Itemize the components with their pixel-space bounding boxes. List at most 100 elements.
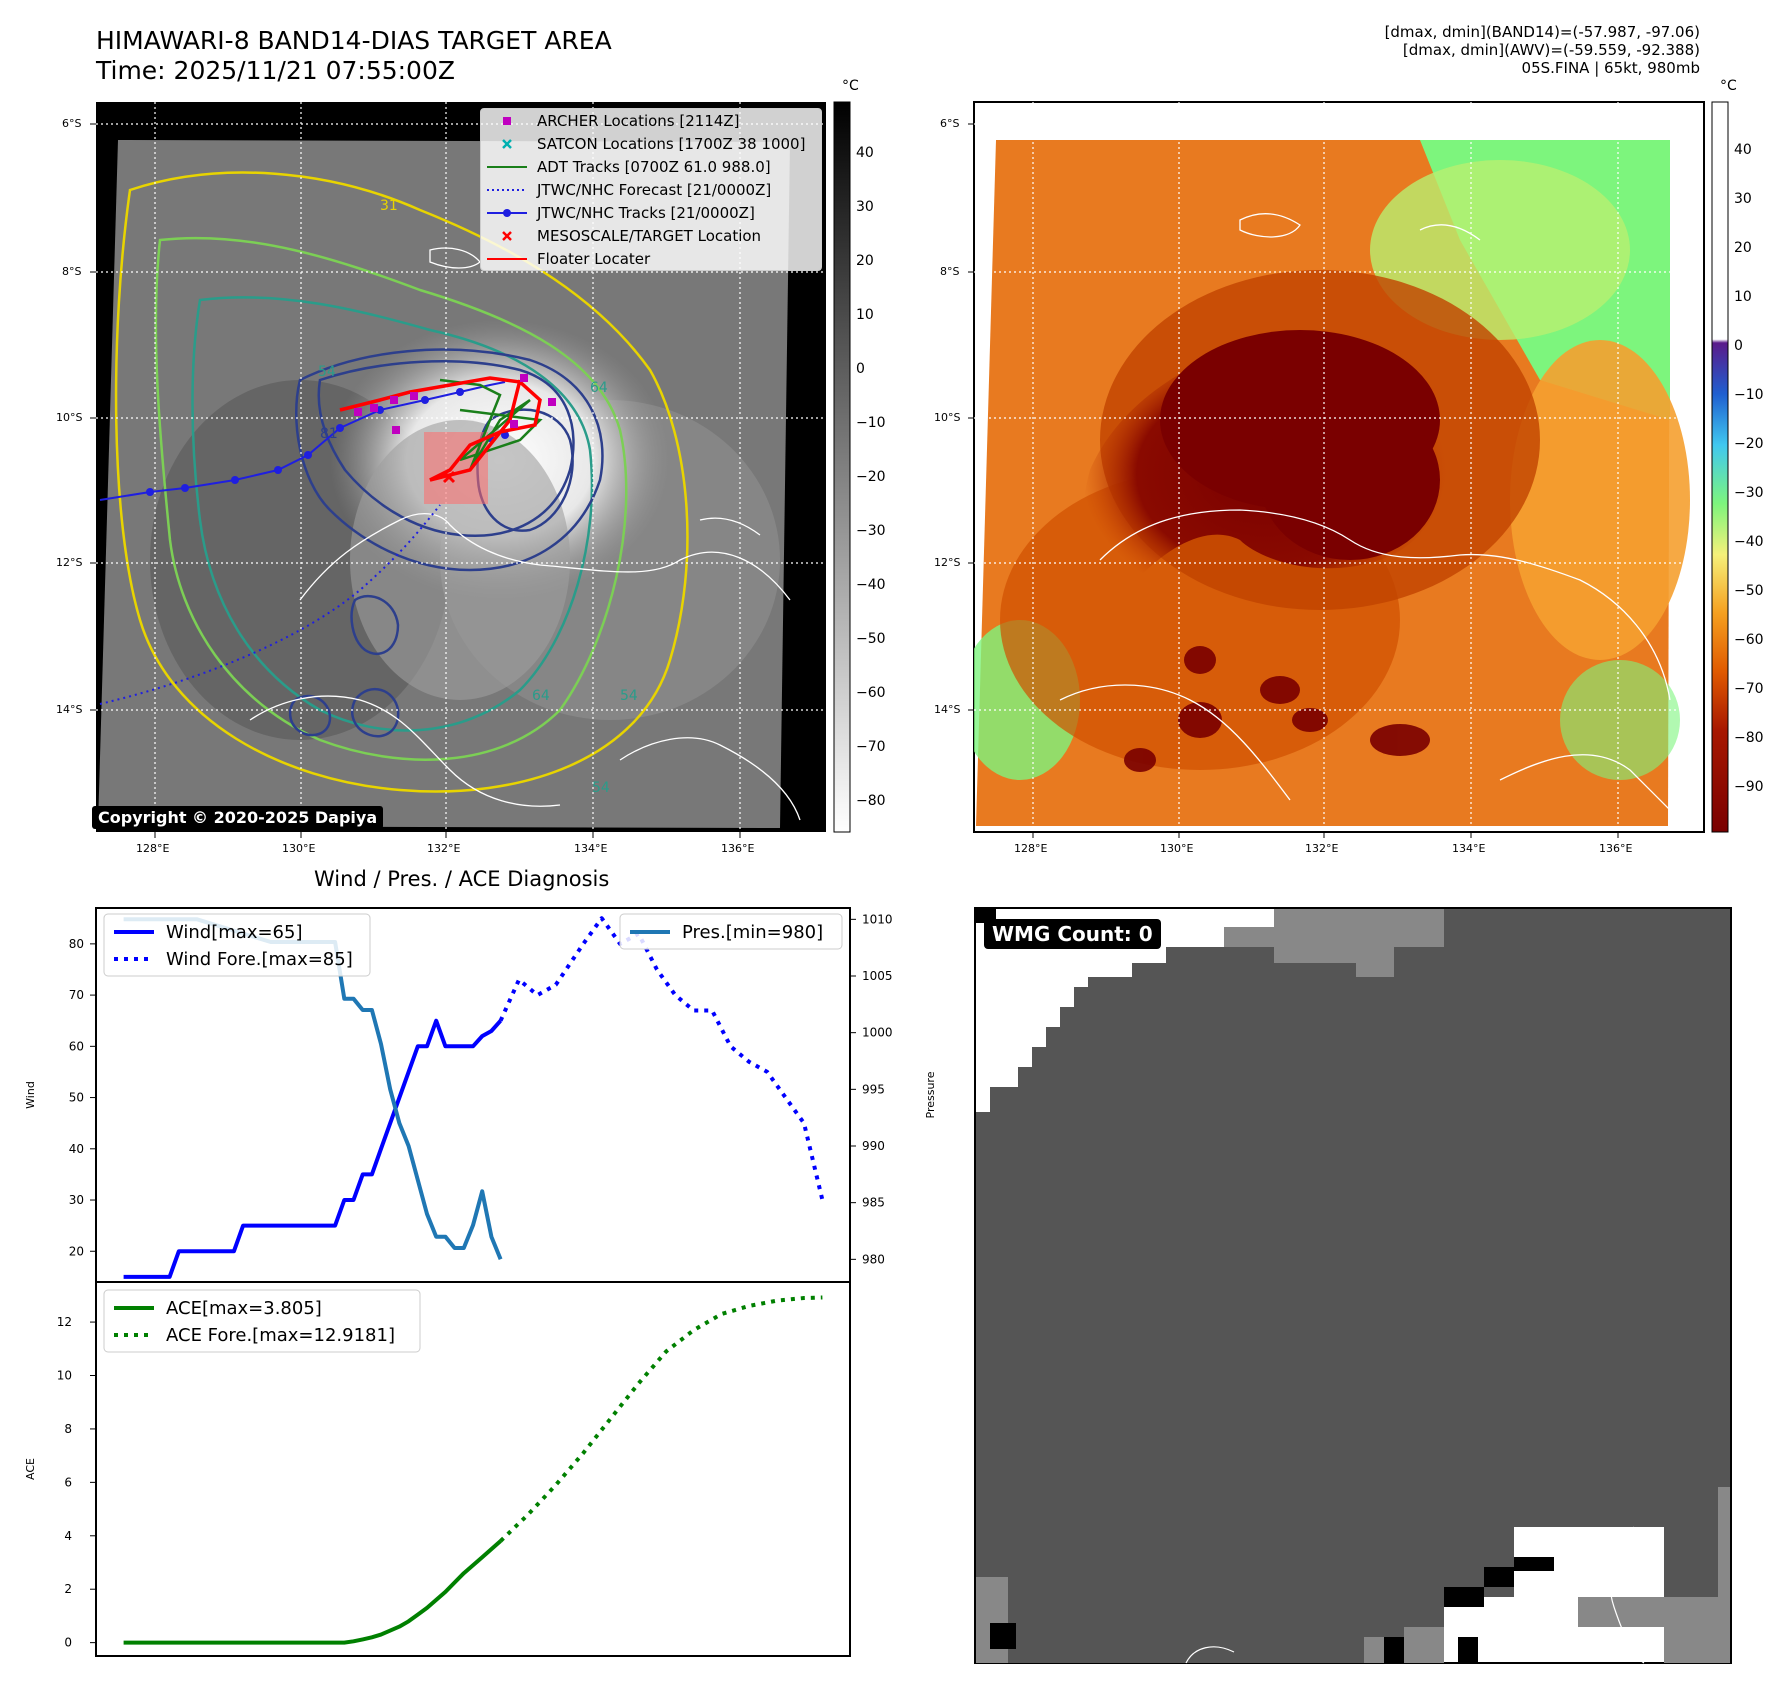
left-cbar-tick: −70: [856, 739, 886, 755]
ace-line: [123, 1539, 502, 1645]
lat-label-10s: 10°S: [56, 411, 83, 424]
right-cbar-tick: 40: [1734, 142, 1752, 158]
lon-label-134e: 134°E: [1452, 842, 1486, 855]
pressure-tick-label: 1010: [862, 912, 893, 926]
info-storm: 05S.FINA | 65kt, 980mb: [1521, 59, 1700, 77]
left-cbar-tick: 20: [856, 253, 874, 269]
contour-label: 64: [590, 380, 608, 396]
left-cbar-tick: −50: [856, 631, 886, 647]
x-marker-icon: [502, 138, 512, 149]
legend-item-satcon: SATCON Locations [1700Z 38 1000]: [481, 132, 821, 155]
wind-tick-label: 30: [69, 1193, 84, 1207]
contour-labels: 54 64 81 54 64 31 54: [318, 198, 638, 796]
pressure-tick-label: 995: [862, 1082, 885, 1096]
left-colorbar-unit: °C: [842, 78, 859, 94]
left-cbar-tick: −60: [856, 685, 886, 701]
lat-label-8s: 8°S: [62, 265, 82, 278]
lat-label-6s: 6°S: [940, 117, 960, 130]
legend-label: Pres.[min=980]: [682, 922, 823, 943]
adt-track: [439, 378, 543, 471]
wind-tick-label: 80: [69, 937, 84, 951]
map-legend: ARCHER Locations [2114Z] SATCON Location…: [480, 108, 822, 271]
wind-tick-label: 20: [69, 1244, 84, 1258]
lat-label-8s: 8°S: [940, 265, 960, 278]
line-icon: [487, 257, 527, 260]
right-cbar-tick: −60: [1734, 632, 1764, 648]
ace-tick-label: 2: [64, 1582, 72, 1596]
wind-line: [123, 1018, 503, 1279]
wmg-grid: [976, 909, 1730, 1663]
wind-tick-label: 70: [69, 988, 84, 1002]
pressure-tick-label: 980: [862, 1252, 885, 1266]
wind-forecast-line: [498, 916, 825, 1201]
right-colorbar-unit: °C: [1720, 78, 1737, 94]
line-dot-icon: [487, 208, 527, 217]
left-cbar-tick: −80: [856, 793, 886, 809]
legend-item-floater: Floater Locater: [481, 247, 821, 270]
right-map-grid: [974, 102, 1704, 832]
right-cbar-tick: −70: [1734, 681, 1764, 697]
left-map-grid: [96, 102, 826, 832]
right-cbar-tick: 0: [1734, 338, 1743, 354]
legend-label: Wind[max=65]: [166, 922, 303, 943]
info-band14: [dmax, dmin](BAND14)=(-57.987, -97.06): [1384, 23, 1700, 41]
line-icon: [487, 165, 527, 168]
diagnosis-title: Wind / Pres. / ACE Diagnosis: [314, 867, 610, 891]
pressure-tick-label: 1000: [862, 1026, 893, 1040]
lon-label-134e: 134°E: [574, 842, 608, 855]
info-awv: [dmax, dmin](AWV)=(-59.559, -92.388): [1402, 41, 1700, 59]
right-cbar-tick: −40: [1734, 534, 1764, 550]
ace-tick-label: 8: [64, 1422, 72, 1436]
left-cbar-tick: 30: [856, 199, 874, 215]
lat-label-12s: 12°S: [56, 556, 83, 569]
wmg-panel: [974, 907, 1732, 1664]
contour-label: 54: [592, 780, 610, 796]
left-map-imagery: [98, 140, 801, 828]
contour-label: 64: [532, 688, 550, 704]
lon-label-130e: 130°E: [1160, 842, 1194, 855]
right-map-figure: [968, 101, 1729, 838]
legend-item-jtwc-forecast: JTWC/NHC Forecast [21/0000Z]: [481, 178, 821, 201]
left-colorbar: [833, 101, 851, 833]
left-cbar-tick: −10: [856, 415, 886, 431]
pressure-tick-label: 990: [862, 1139, 885, 1153]
floater-track: [339, 376, 542, 482]
dotted-line-icon: [487, 188, 527, 191]
ace-tick-label: 4: [64, 1529, 72, 1543]
right-cbar-tick: −10: [1734, 387, 1764, 403]
lat-label-14s: 14°S: [56, 703, 83, 716]
left-cbar-tick: −30: [856, 523, 886, 539]
lon-label-128e: 128°E: [136, 842, 170, 855]
wind-tick-label: 50: [69, 1091, 84, 1105]
left-cbar-tick: 0: [856, 361, 865, 377]
ace-tick-label: 0: [64, 1636, 72, 1650]
left-cbar-tick: 10: [856, 307, 874, 323]
pressure-tick-label: 985: [862, 1196, 885, 1210]
wind-tick-label: 40: [69, 1142, 84, 1156]
legend-item-archer: ARCHER Locations [2114Z]: [481, 109, 821, 132]
jtwc-forecast-track: [99, 504, 441, 705]
legend-item-adt: ADT Tracks [0700Z 61.0 988.0]: [481, 155, 821, 178]
ace-tick-label: 12: [57, 1315, 72, 1329]
contour-label: 54: [620, 688, 638, 704]
legend-label: ACE[max=3.805]: [166, 1298, 322, 1319]
target-marker: [442, 470, 456, 484]
right-cbar-tick: 30: [1734, 191, 1752, 207]
jtwc-track-line: [99, 381, 506, 501]
pressure-axis-label: Pressure: [924, 1071, 937, 1118]
diagnosis-chart: 20304050607080980985990995100010051010Wi…: [24, 907, 937, 1657]
right-cbar-tick: −90: [1734, 779, 1764, 795]
right-cbar-tick: −80: [1734, 730, 1764, 746]
left-cbar-tick: −40: [856, 577, 886, 593]
chart-time: Time: 2025/11/21 07:55:00Z: [96, 56, 455, 85]
right-cbar-tick: 10: [1734, 289, 1752, 305]
lon-label-130e: 130°E: [282, 842, 316, 855]
lon-label-132e: 132°E: [427, 842, 461, 855]
legend-item-target: MESOSCALE/TARGET Location: [481, 224, 821, 247]
left-map-figure: 54 64 81 54 64 31 54: [90, 101, 851, 838]
ace-legend: [103, 1289, 421, 1353]
info-block: [dmax, dmin](BAND14)=(-57.987, -97.06) […: [1385, 23, 1700, 77]
wmg-count-badge: WMG Count: 0: [984, 919, 1161, 949]
lat-label-14s: 14°S: [934, 703, 961, 716]
lon-label-132e: 132°E: [1305, 842, 1339, 855]
